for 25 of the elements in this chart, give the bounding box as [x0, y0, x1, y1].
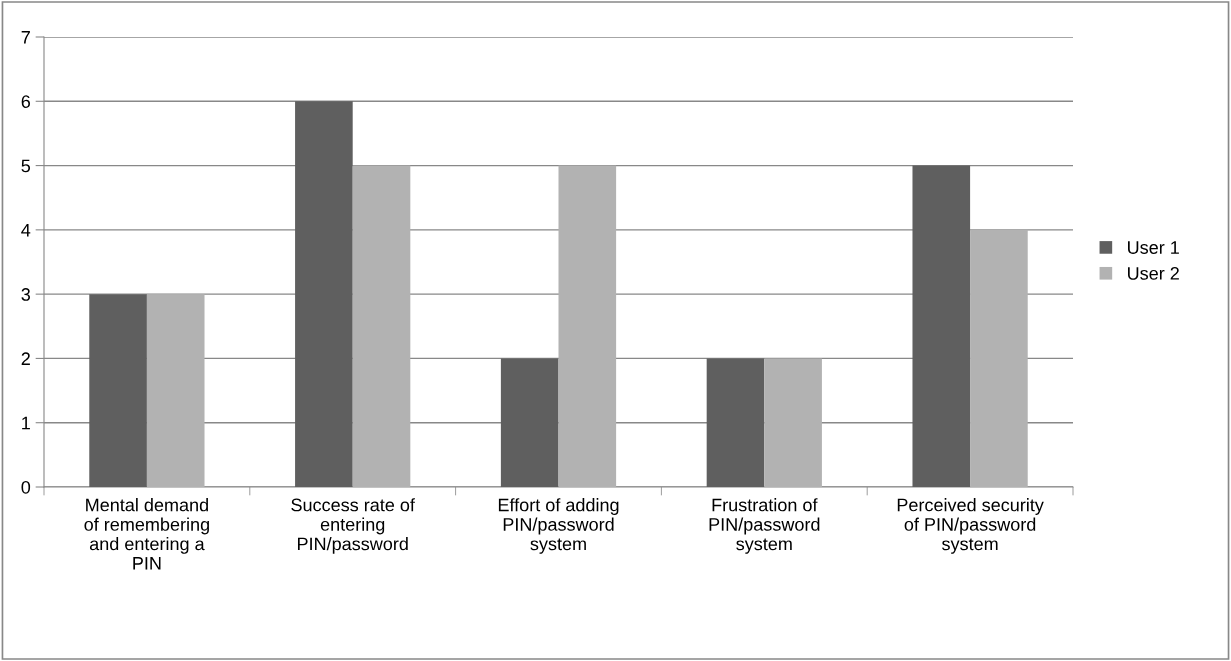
y-tick-label: 3	[21, 288, 31, 301]
bar	[352, 165, 411, 487]
y-tick-label: 1	[22, 416, 30, 430]
legend-label: User 2	[1128, 266, 1179, 280]
y-tick-label: 4	[21, 223, 31, 237]
legend-label: User 1	[1128, 241, 1179, 254]
bar	[912, 165, 971, 487]
x-tick-label: Success rate of entering PIN/password	[291, 498, 415, 554]
y-tick-label: 0	[21, 480, 31, 494]
bar	[558, 165, 617, 487]
y-tick-label: 5	[21, 159, 31, 173]
bar	[970, 229, 1028, 487]
x-tick-label: Mental demand of remembering and entering a PIN	[84, 498, 209, 570]
bar	[295, 101, 353, 487]
y-tick-label: 2	[21, 352, 30, 365]
bar	[706, 358, 765, 487]
x-tick-label: Effort of adding PIN/password system	[498, 498, 619, 554]
bar	[500, 358, 559, 487]
bar	[89, 294, 147, 487]
x-tick-label: Frustration of PIN/password system	[709, 498, 820, 554]
bar	[146, 294, 205, 487]
x-tick-label: Perceived security of PIN/password system	[897, 498, 1044, 554]
y-tick-label: 7	[21, 31, 30, 44]
bar	[764, 358, 822, 487]
y-tick-label: 6	[21, 95, 31, 109]
